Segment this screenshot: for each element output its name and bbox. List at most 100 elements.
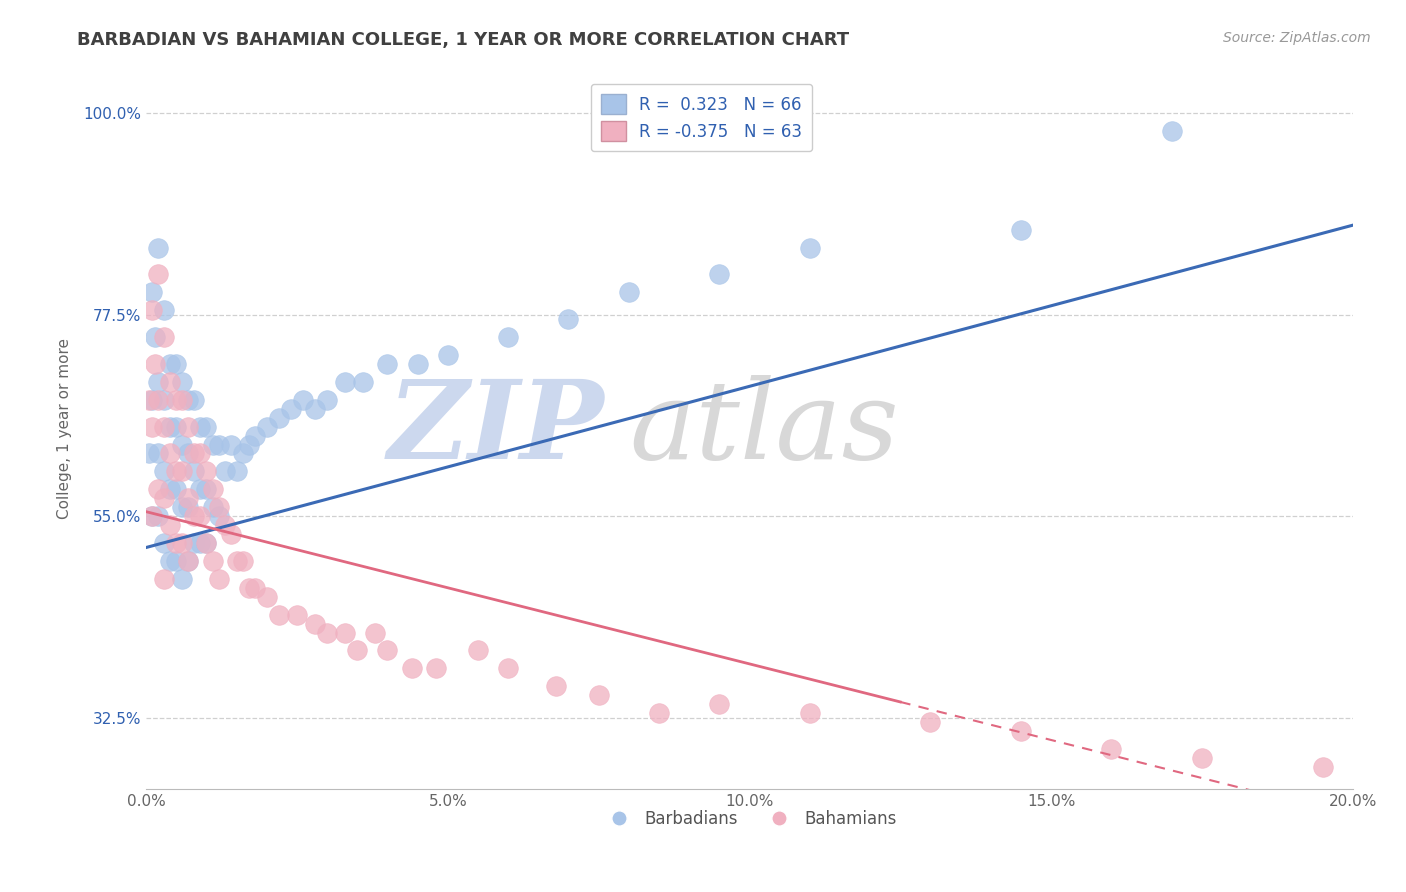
Point: [148, 268, 170, 282]
Point: [238, 437, 260, 451]
Point: [219, 527, 242, 541]
Point: [214, 464, 236, 478]
Point: [496, 661, 519, 675]
Legend: Barbadians, Bahamians: Barbadians, Bahamians: [596, 804, 903, 835]
Point: [153, 572, 176, 586]
Point: [352, 375, 374, 389]
Point: [172, 437, 194, 451]
Point: [138, 392, 160, 407]
Point: [201, 500, 224, 515]
Point: [1010, 222, 1032, 236]
Point: [243, 581, 266, 595]
Point: [225, 464, 247, 478]
Point: [172, 536, 194, 550]
Point: [190, 536, 212, 550]
Point: [195, 419, 218, 434]
Point: [232, 446, 254, 460]
Point: [316, 625, 339, 640]
Point: [335, 625, 357, 640]
Point: [207, 572, 229, 586]
Point: [143, 357, 166, 371]
Point: [304, 401, 326, 416]
Point: [177, 491, 200, 506]
Point: [165, 419, 187, 434]
Point: [280, 401, 302, 416]
Point: [232, 554, 254, 568]
Point: [138, 446, 160, 460]
Point: [177, 446, 200, 460]
Point: [177, 419, 200, 434]
Point: [496, 330, 519, 344]
Text: atlas: atlas: [628, 376, 898, 483]
Point: [292, 392, 315, 407]
Point: [172, 572, 194, 586]
Point: [153, 464, 176, 478]
Point: [256, 590, 278, 604]
Point: [920, 715, 942, 730]
Point: [207, 500, 229, 515]
Point: [172, 500, 194, 515]
Point: [799, 706, 821, 720]
Point: [214, 518, 236, 533]
Point: [201, 483, 224, 497]
Point: [364, 625, 387, 640]
Point: [219, 437, 242, 451]
Point: [190, 419, 212, 434]
Point: [172, 464, 194, 478]
Point: [148, 392, 170, 407]
Point: [617, 285, 640, 300]
Point: [159, 518, 181, 533]
Point: [225, 554, 247, 568]
Point: [648, 706, 671, 720]
Point: [190, 509, 212, 524]
Point: [1160, 124, 1182, 138]
Point: [183, 536, 205, 550]
Point: [195, 536, 218, 550]
Point: [177, 554, 200, 568]
Point: [190, 446, 212, 460]
Point: [159, 483, 181, 497]
Point: [799, 241, 821, 255]
Point: [1010, 724, 1032, 739]
Point: [153, 392, 176, 407]
Point: [285, 607, 308, 622]
Text: BARBADIAN VS BAHAMIAN COLLEGE, 1 YEAR OR MORE CORRELATION CHART: BARBADIAN VS BAHAMIAN COLLEGE, 1 YEAR OR…: [77, 31, 849, 49]
Point: [165, 554, 187, 568]
Point: [709, 268, 731, 282]
Point: [256, 419, 278, 434]
Point: [153, 491, 176, 506]
Point: [588, 688, 610, 702]
Point: [159, 375, 181, 389]
Point: [201, 437, 224, 451]
Point: [190, 483, 212, 497]
Point: [201, 554, 224, 568]
Point: [183, 446, 205, 460]
Point: [557, 312, 579, 326]
Point: [165, 536, 187, 550]
Point: [148, 446, 170, 460]
Point: [165, 483, 187, 497]
Point: [172, 375, 194, 389]
Point: [183, 464, 205, 478]
Point: [177, 554, 200, 568]
Point: [159, 419, 181, 434]
Point: [183, 392, 205, 407]
Point: [153, 419, 176, 434]
Point: [165, 357, 187, 371]
Point: [153, 330, 176, 344]
Point: [238, 581, 260, 595]
Point: [1312, 760, 1334, 774]
Point: [436, 348, 458, 362]
Point: [148, 375, 170, 389]
Point: [183, 509, 205, 524]
Point: [546, 679, 568, 693]
Point: [148, 509, 170, 524]
Point: [467, 643, 489, 657]
Point: [207, 509, 229, 524]
Point: [346, 643, 368, 657]
Point: [159, 554, 181, 568]
Point: [1191, 751, 1213, 765]
Point: [141, 392, 163, 407]
Point: [165, 392, 187, 407]
Point: [267, 607, 290, 622]
